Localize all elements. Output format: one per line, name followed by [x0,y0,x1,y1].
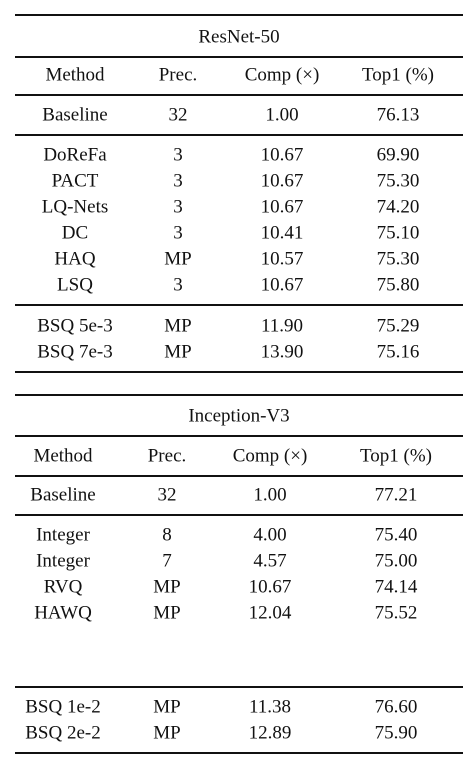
table-cell: 74.14 [374,576,418,598]
table-cell: 11.90 [260,315,304,337]
table-cell: HAWQ [34,602,92,624]
table-cell: 32 [157,484,177,506]
table-cell: Integer [36,524,90,546]
table-cell: BSQ 1e-2 [25,696,101,718]
table-cell: DoReFa [43,144,107,166]
table-cell: MP [153,576,181,598]
table-cell: Baseline [30,484,96,506]
table-cell: 12.89 [248,722,292,744]
table-cell: 1.00 [253,484,287,506]
table-rule [15,134,463,136]
table-cell: 13.90 [260,341,304,363]
table-rule [15,514,463,516]
column-header: Comp (×) [244,64,320,86]
table-cell: MP [164,315,192,337]
table-cell: MP [153,602,181,624]
table-cell: 69.90 [376,144,420,166]
table-cell: Integer [36,550,90,572]
table-cell: MP [164,341,192,363]
table-rule [15,475,463,477]
table-rule [15,686,463,688]
table-rule [15,94,463,96]
table-title: Inception-V3 [188,405,290,427]
table-cell: 11.38 [248,696,292,718]
table-cell: 10.67 [260,196,304,218]
table-cell: 8 [162,524,172,546]
table-cell: 75.40 [374,524,418,546]
table-cell: 10.67 [260,144,304,166]
column-header: Top1 (%) [359,445,433,467]
table-cell: MP [164,248,192,270]
table-cell: 7 [162,550,172,572]
table-cell: BSQ 5e-3 [37,315,113,337]
table-cell: 75.80 [376,274,420,296]
table-cell: DC [61,222,89,244]
table-cell: 10.67 [248,576,292,598]
table-title: ResNet-50 [198,26,280,48]
table-cell: 10.67 [260,274,304,296]
table-rule [15,394,463,396]
table-cell: 3 [173,274,183,296]
table-cell: 75.52 [374,602,418,624]
table-cell: 75.30 [376,170,420,192]
table-cell: 76.13 [376,104,420,126]
table-cell: 3 [173,222,183,244]
table-cell: MP [153,722,181,744]
table-cell: 10.67 [260,170,304,192]
column-header: Comp (×) [232,445,308,467]
table-cell: 12.04 [248,602,292,624]
table-cell: 75.10 [376,222,420,244]
table-cell: 3 [173,196,183,218]
table-cell: MP [153,696,181,718]
column-header: Method [33,445,93,467]
table-cell: 77.21 [374,484,418,506]
table-cell: 75.29 [376,315,420,337]
table-cell: 10.57 [260,248,304,270]
table-cell: 75.30 [376,248,420,270]
table-cell: BSQ 7e-3 [37,341,113,363]
table-cell: RVQ [43,576,83,598]
column-header: Prec. [158,64,198,86]
table-cell: 3 [173,144,183,166]
table-cell: Baseline [42,104,108,126]
table-cell: 4.00 [253,524,287,546]
table-rule [15,14,463,16]
table-cell: LQ-Nets [41,196,109,218]
table-rule [15,371,463,373]
table-cell: 1.00 [265,104,299,126]
table-rule [15,56,463,58]
table-cell: 75.90 [374,722,418,744]
table-rule [15,752,463,754]
table-cell: 75.16 [376,341,420,363]
table-cell: 76.60 [374,696,418,718]
table-cell: 75.00 [374,550,418,572]
column-header: Top1 (%) [361,64,435,86]
table-cell: 74.20 [376,196,420,218]
table-cell: 10.41 [260,222,304,244]
table-rule [15,304,463,306]
column-header: Prec. [147,445,187,467]
table-cell: PACT [51,170,99,192]
table-cell: 4.57 [253,550,287,572]
table-cell: 3 [173,170,183,192]
column-header: Method [45,64,105,86]
table-cell: BSQ 2e-2 [25,722,101,744]
table-rule [15,435,463,437]
table-cell: HAQ [54,248,96,270]
table-cell: LSQ [57,274,93,296]
table-cell: 32 [168,104,188,126]
